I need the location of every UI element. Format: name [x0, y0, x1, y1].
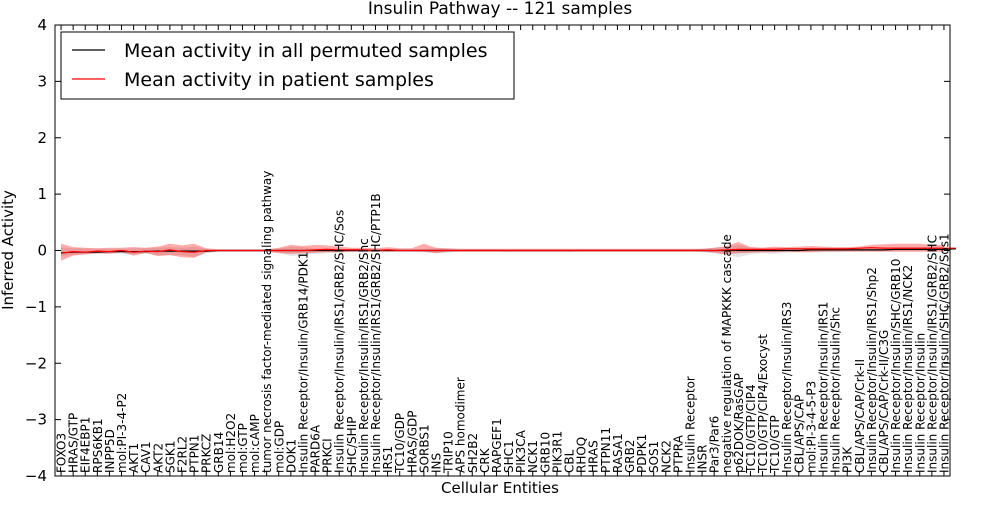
x-tick-label: Insulin Receptor/Insulin/Shc	[829, 307, 843, 473]
x-tick-label: Insulin Receptor/Insulin/IRS1/GRB2/SHC	[925, 235, 939, 473]
x-tick-label: mol:GTP	[236, 423, 250, 473]
x-axis-category-labels: FOXO3HRAS/GTPEIF4EBP1RPS6KB1INPP5Dmol:PI…	[55, 171, 952, 474]
x-tick-label: Insulin Receptor/Insulin/IRS1/GRB2/SHC/P…	[369, 193, 383, 473]
x-tick-label: CAV1	[139, 441, 153, 473]
x-tick-label: RAPGEF1	[490, 418, 504, 473]
y-axis-label: Inferred Activity	[0, 190, 17, 310]
x-tick-label: p62DOK/RasGAP	[732, 373, 746, 473]
x-tick-label: FOXO3	[55, 433, 69, 473]
x-tick-label: Insulin Receptor/Insulin/SHC/GRB2/Sos1	[938, 233, 952, 473]
x-tick-label: AKT2	[151, 443, 165, 473]
x-tick-label: DOK1	[284, 439, 298, 473]
band-patient-spread	[61, 242, 944, 261]
x-tick-label: SORBS1	[417, 424, 431, 473]
y-tick-label: 0	[37, 242, 47, 260]
x-axis-ticks	[60, 25, 945, 476]
x-tick-label: Par3/Par6	[708, 416, 722, 473]
x-tick-label: EIF4EBP1	[79, 417, 93, 473]
y-tick-label: 2	[37, 129, 47, 147]
y-tick-label: 1	[37, 185, 47, 203]
y-tick-label: 3	[37, 72, 47, 90]
x-tick-label: negative regulation of MAPKKK cascade	[720, 234, 734, 473]
x-tick-label: APS homodimer	[454, 377, 468, 473]
x-tick-label: AKT1	[127, 443, 141, 473]
x-tick-label: PI3K	[841, 446, 855, 473]
x-tick-label: PDPK1	[635, 434, 649, 473]
x-tick-label: TC10/GDP	[393, 413, 407, 474]
x-tick-label: PTPRA	[671, 434, 685, 473]
y-tick-label: 4	[37, 16, 47, 34]
y-tick-label: −2	[25, 354, 47, 372]
series-lines	[60, 247, 957, 254]
x-tick-label: RASA1	[611, 433, 625, 473]
x-tick-label: IRS1	[381, 446, 395, 473]
x-tick-label: CRK	[478, 447, 492, 473]
x-tick-label: PRKCZ	[200, 434, 214, 473]
x-tick-label: Insulin Receptor/Insulin/IRS1/GRB2/Shc	[357, 238, 371, 473]
series-line-patient	[60, 247, 956, 254]
x-tick-label: SHC1	[502, 440, 516, 473]
x-tick-label: F2RL2	[176, 436, 190, 473]
x-tick-label: HRAS/GDP	[405, 410, 419, 473]
x-tick-label: INS	[430, 453, 444, 473]
y-tick-label: −3	[25, 411, 47, 429]
x-tick-label: PARD6A	[309, 424, 323, 473]
x-tick-label: Insulin Receptor/Insulin	[913, 333, 927, 473]
x-tick-label: SGK1	[163, 441, 177, 473]
x-tick-label: Insulin Receptor/Insulin/IRS1/NCK2	[901, 265, 915, 473]
x-tick-label: RHOQ	[575, 437, 589, 473]
x-tick-label: CBL/APS/CAP/Crk-II	[853, 359, 867, 473]
x-tick-label: TRIP10	[442, 431, 456, 474]
x-tick-label: mol:H2O2	[224, 413, 238, 473]
legend-label-patient: Mean activity in patient samples	[124, 69, 434, 91]
x-tick-label: TC10/GTP/CIP4/Exocyst	[756, 334, 770, 474]
x-tick-label: PIK3R1	[550, 431, 564, 473]
x-tick-label: CBL/APS/CAP/Crk-II/C3G	[877, 330, 891, 473]
x-tick-label: Insulin Receptor/Insulin/IRS3	[780, 302, 794, 473]
legend: Mean activity in all permuted samples Me…	[60, 31, 515, 100]
x-tick-label: CBL	[563, 449, 577, 473]
x-tick-label: SH2B2	[466, 433, 480, 473]
x-tick-label: NCK2	[659, 440, 673, 473]
x-tick-label: Insulin Receptor/Insulin/GRB14/PDK1	[296, 252, 310, 473]
x-tick-label: HRAS/GTP	[67, 413, 81, 473]
legend-box	[60, 31, 515, 100]
x-tick-label: Insulin Receptor/Insulin/SHC/GRB10	[889, 259, 903, 473]
x-tick-label: mol:PI-3-4-5-P3	[804, 381, 818, 473]
x-axis-label: Cellular Entities	[441, 479, 559, 497]
x-tick-label: INPP5D	[103, 429, 117, 473]
x-tick-label: Insulin Receptor/Insulin/IRS1/GRB2/SHC/S…	[333, 210, 347, 473]
x-tick-label: PIK3CA	[514, 429, 528, 473]
x-tick-label: mol:PI-3-4-P2	[115, 393, 129, 473]
x-tick-label: SHC/SHIP	[345, 417, 359, 473]
x-tick-label: mol:GDP	[272, 421, 286, 473]
legend-label-permuted: Mean activity in all permuted samples	[124, 40, 487, 62]
x-tick-label: RPS6KB1	[91, 418, 105, 473]
x-tick-label: Insulin Receptor	[684, 376, 698, 473]
x-tick-label: TC10/GTP	[768, 415, 782, 474]
x-tick-label: PTPN1	[188, 435, 202, 473]
x-tick-label: NCK1	[526, 440, 540, 473]
x-tick-label: Insulin Receptor/Insulin/IRS1/Shp2	[865, 267, 879, 473]
x-tick-label: mol:cAMP	[248, 414, 262, 473]
x-tick-label: SOS1	[647, 441, 661, 473]
y-tick-label: −1	[25, 298, 47, 316]
x-tick-label: CBL/APS/CAP	[792, 395, 806, 473]
x-tick-label: PRKCI	[321, 438, 335, 473]
x-tick-label: GRB10	[538, 432, 552, 473]
chart-title: Insulin Pathway -- 121 samples	[368, 0, 633, 19]
x-tick-label: GRB14	[212, 432, 226, 473]
x-tick-label: Insulin Receptor/Insulin/IRS1	[817, 302, 831, 473]
x-tick-label: PTPN11	[599, 427, 613, 473]
x-tick-label: tumor necrosis factor-mediated signaling…	[260, 171, 274, 473]
x-tick-label: GRB2	[623, 439, 637, 473]
y-tick-label: −4	[25, 467, 47, 485]
x-tick-label: HRAS	[587, 440, 601, 473]
y-axis-ticks: 4 3 2 1 0 −1 −2 −3 −4	[25, 16, 950, 485]
x-tick-label: TC10/GTP/CIP4	[744, 384, 758, 474]
x-tick-label: INSR	[696, 445, 710, 473]
